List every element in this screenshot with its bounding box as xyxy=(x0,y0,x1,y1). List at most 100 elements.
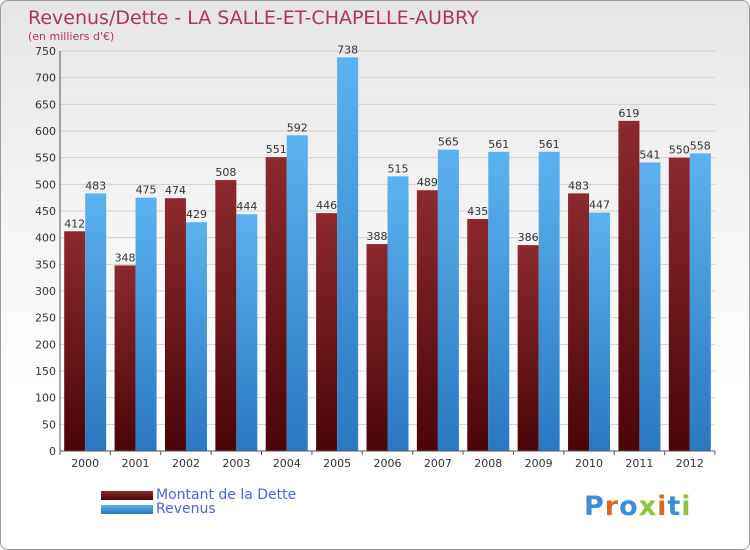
value-label-revenus-2011: 541 xyxy=(639,148,660,161)
chart-title: Revenus/Dette - LA SALLE-ET-CHAPELLE-AUB… xyxy=(28,7,479,29)
value-label-revenus-2008: 561 xyxy=(488,138,509,151)
bar-dette-2000 xyxy=(64,231,86,451)
y-tick-label-150: 150 xyxy=(35,365,56,378)
y-tick-label-750: 750 xyxy=(35,45,56,58)
value-label-revenus-2000: 483 xyxy=(85,179,106,192)
bar-revenus-2006 xyxy=(387,176,409,452)
legend-label-dette: Montant de la Dette xyxy=(156,487,297,503)
x-tick-label-2003: 2003 xyxy=(222,457,250,470)
axes: 0 50 100 150 200 250 300 350 400 450 500 550 600 650 7… xyxy=(35,45,716,470)
y-tick-label-0: 0 xyxy=(49,445,56,458)
bar-revenus-2010 xyxy=(589,212,611,451)
value-label-revenus-2002: 429 xyxy=(186,208,207,221)
bar-revenus-2012 xyxy=(689,153,711,451)
bar-dette-2005 xyxy=(316,213,338,451)
logo-letter: i xyxy=(681,491,692,522)
value-label-revenus-2004: 592 xyxy=(287,121,308,134)
proxiti-logo: Proxiti xyxy=(584,491,692,522)
bar-revenus-2008 xyxy=(488,151,510,452)
x-tick-label-2006: 2006 xyxy=(374,457,402,470)
x-tick-label-2001: 2001 xyxy=(122,457,150,470)
y-tick-label-450: 450 xyxy=(35,205,56,218)
bar-dette-2010 xyxy=(568,193,590,451)
y-tick-label-600: 600 xyxy=(35,125,56,138)
x-tick-label-2005: 2005 xyxy=(323,457,351,470)
bar-revenus-2005 xyxy=(337,57,359,452)
value-label-dette-2010: 483 xyxy=(568,179,589,192)
bar-dette-2003 xyxy=(215,180,237,452)
bars xyxy=(64,57,711,452)
x-tick-label-2009: 2009 xyxy=(525,457,553,470)
x-tick-label-2012: 2012 xyxy=(676,457,704,470)
legend-swatch-revenus xyxy=(101,505,153,514)
bar-dette-2011 xyxy=(618,120,640,451)
y-tick-label-200: 200 xyxy=(35,338,56,351)
value-label-dette-2011: 619 xyxy=(618,107,639,120)
bar-dette-2007 xyxy=(416,190,438,451)
y-tick-label-300: 300 xyxy=(35,285,56,298)
value-label-revenus-2003: 444 xyxy=(236,200,257,213)
logo-letter: r xyxy=(604,491,620,522)
x-tick-label-2007: 2007 xyxy=(424,457,452,470)
logo-letter: i xyxy=(657,491,668,522)
bar-dette-2012 xyxy=(668,157,690,451)
logo-letter: x xyxy=(638,491,658,522)
value-label-dette-2007: 489 xyxy=(417,176,438,189)
value-label-revenus-2001: 475 xyxy=(136,184,157,197)
bar-revenus-2007 xyxy=(437,149,459,451)
value-label-revenus-2006: 515 xyxy=(388,162,409,175)
value-label-dette-2002: 474 xyxy=(165,184,186,197)
value-label-dette-2001: 348 xyxy=(115,251,136,264)
logo-letter: t xyxy=(667,491,682,522)
bar-revenus-2003 xyxy=(236,214,258,451)
y-tick-label-500: 500 xyxy=(35,178,56,191)
bar-revenus-2002 xyxy=(185,222,207,451)
bar-dette-2009 xyxy=(517,245,539,451)
bar-dette-2008 xyxy=(467,219,489,451)
y-tick-label-100: 100 xyxy=(35,392,56,405)
value-label-dette-2008: 435 xyxy=(467,205,488,218)
bar-revenus-2000 xyxy=(85,193,107,451)
value-label-revenus-2009: 561 xyxy=(539,138,560,151)
y-tick-label-400: 400 xyxy=(35,232,56,245)
bar-dette-2004 xyxy=(265,157,287,451)
x-tick-label-2008: 2008 xyxy=(474,457,502,470)
x-tick-label-2000: 2000 xyxy=(71,457,99,470)
x-tick-label-2011: 2011 xyxy=(625,457,653,470)
x-tick-label-2010: 2010 xyxy=(575,457,603,470)
y-tick-label-350: 350 xyxy=(35,258,56,271)
value-label-dette-2006: 388 xyxy=(367,230,388,243)
value-label-dette-2000: 412 xyxy=(64,217,85,230)
value-label-revenus-2012: 558 xyxy=(690,139,711,152)
bar-revenus-2004 xyxy=(286,135,308,451)
value-label-dette-2009: 386 xyxy=(518,231,539,244)
y-tick-label-700: 700 xyxy=(35,72,56,85)
bar-dette-2002 xyxy=(164,198,186,451)
chart-subtitle: (en milliers d'€) xyxy=(28,30,115,43)
bar-revenus-2001 xyxy=(135,197,157,451)
y-tick-label-50: 50 xyxy=(42,418,56,431)
legend-label-revenus: Revenus xyxy=(156,501,216,517)
value-label-dette-2012: 550 xyxy=(669,144,690,157)
y-tick-label-250: 250 xyxy=(35,312,56,325)
bar-dette-2001 xyxy=(114,265,136,451)
bar-revenus-2011 xyxy=(639,162,661,451)
x-tick-label-2004: 2004 xyxy=(273,457,301,470)
value-label-revenus-2007: 565 xyxy=(438,136,459,149)
value-label-dette-2005: 446 xyxy=(316,199,337,212)
bar-dette-2006 xyxy=(366,244,388,451)
bar-revenus-2009 xyxy=(538,151,560,452)
y-tick-label-650: 650 xyxy=(35,98,56,111)
value-label-dette-2004: 551 xyxy=(266,143,287,156)
value-label-revenus-2010: 447 xyxy=(589,199,610,212)
value-label-revenus-2005: 738 xyxy=(337,43,358,56)
legend-swatch-dette xyxy=(101,491,153,500)
logo-letter: P xyxy=(584,491,605,522)
logo-letter: o xyxy=(619,491,639,522)
value-label-dette-2003: 508 xyxy=(215,166,236,179)
y-tick-label-550: 550 xyxy=(35,152,56,165)
x-tick-label-2002: 2002 xyxy=(172,457,200,470)
